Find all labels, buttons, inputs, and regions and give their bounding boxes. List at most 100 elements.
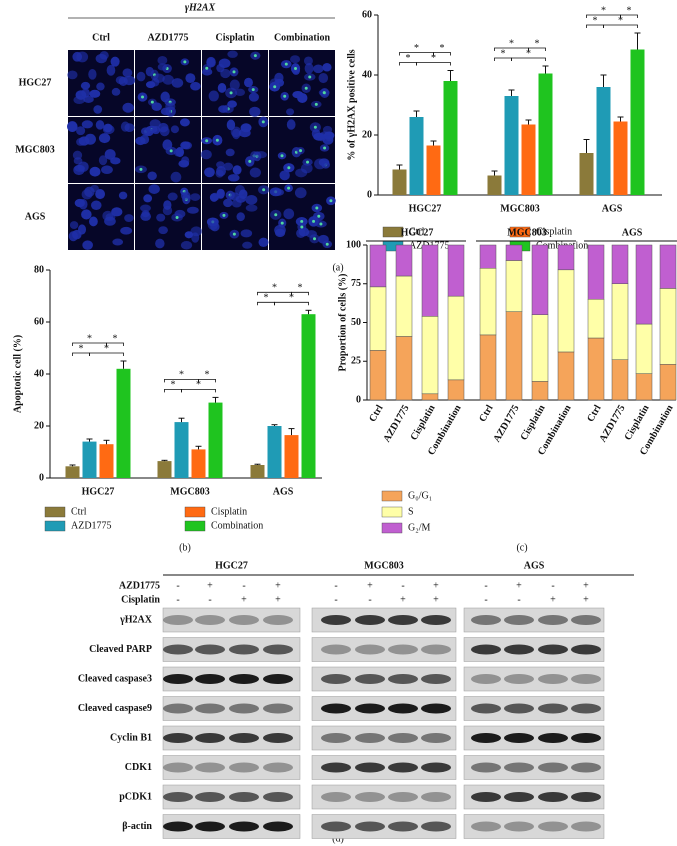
band [321,733,351,743]
row-label: AGS [25,211,46,222]
band [229,733,259,743]
significance-label: * [171,380,176,391]
nucleus [162,74,174,85]
bar-segment [505,244,523,261]
bar [191,449,206,478]
nucleus [158,226,168,235]
band [195,703,225,714]
bar [409,117,424,195]
band [263,762,293,773]
significance-label: * [618,15,623,26]
band [263,644,293,655]
nucleus [322,62,332,72]
foci [315,206,319,210]
band [421,821,451,832]
blot-strip [162,784,301,810]
band [229,821,259,832]
bar-segment [659,244,677,289]
nucleus [145,81,156,89]
bar [538,73,553,195]
nucleus [206,58,216,67]
bar [613,121,628,195]
protein-label: pCDK1 [119,791,152,802]
foci [251,88,255,92]
nucleus [181,141,193,150]
nucleus [76,126,86,136]
nucleus [223,198,233,208]
treatment-sign: - [334,580,337,591]
band [471,615,501,625]
nucleus [110,56,120,67]
band [388,733,418,743]
blot-strip [463,637,605,662]
nucleus [255,151,267,159]
column-label: Ctrl [92,32,110,43]
foci [205,66,209,70]
nucleus [139,134,150,145]
protein-label: Cleaved caspase9 [78,703,152,714]
band [195,615,225,625]
nucleus [95,120,105,130]
bar [116,368,131,478]
protein-label: β-actin [122,821,152,832]
band [421,674,451,684]
y-tick-label: 20 [34,420,44,431]
nucleus [75,90,87,100]
nucleus [88,68,97,80]
nucleus [159,126,170,137]
band [229,762,259,773]
nucleus [145,66,154,77]
nucleus [155,238,165,249]
band [471,792,501,802]
legend-swatch [381,522,403,534]
foci [248,159,252,163]
blot-strip [311,725,457,751]
nucleus [122,102,134,113]
nucleus [148,184,160,194]
blot-strip [463,607,605,633]
band [163,733,193,743]
micrograph-title: γH2AX [185,2,216,13]
nucleus [68,231,78,242]
treatment-sign: - [484,580,487,591]
nucleus [249,167,261,178]
x-tick-label: MGC803 [170,486,209,497]
micrograph [67,50,136,116]
blot-strip [311,755,457,780]
band [195,821,225,832]
nucleus [111,87,121,96]
foci [215,138,219,142]
nucleus [227,100,237,108]
legend-swatch [44,506,66,518]
band [504,733,534,743]
nucleus [160,107,172,116]
foci [139,167,143,171]
nucleus [240,229,253,238]
band [504,674,534,684]
nucleus [200,149,212,160]
blot-strip [162,696,301,721]
significance-label: * [431,53,436,64]
nucleus [124,214,134,222]
bar [504,96,519,195]
bar-segment [587,244,605,300]
x-tick-label: Ctrl [367,403,386,424]
bar-segment [587,299,605,339]
foci [306,160,310,164]
band [321,703,351,714]
band [163,674,193,684]
nucleus [184,231,194,239]
nucleus [104,216,116,226]
nucleus [118,191,128,200]
nucleus [147,171,157,181]
band [388,644,418,655]
micrograph [202,184,270,250]
foci [262,188,266,192]
nucleus [170,171,182,183]
nucleus [286,108,295,116]
nucleus [248,92,259,102]
significance-label: * [440,43,445,54]
nucleus [235,88,245,97]
nucleus [318,158,330,167]
